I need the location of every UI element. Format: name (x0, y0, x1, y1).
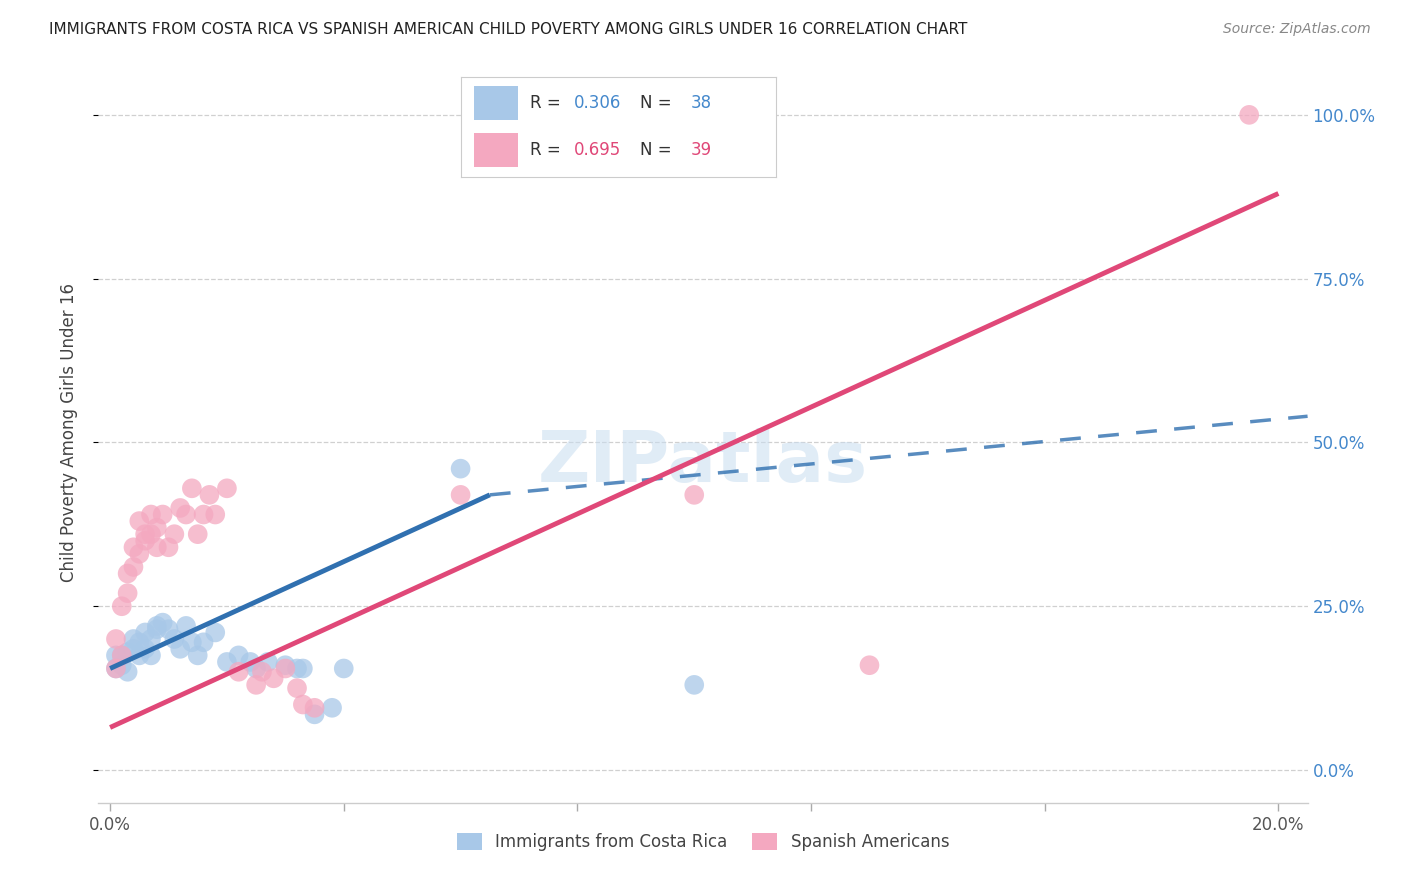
Point (180, 635, 202, 649)
Point (245, 661, 267, 675)
Point (228, 665, 250, 679)
Point (198, 488, 221, 502)
Point (187, 648, 209, 663)
Point (321, 700, 343, 714)
Point (683, 488, 706, 502)
Point (204, 508, 226, 522)
Point (122, 632, 145, 646)
Text: IMMIGRANTS FROM COSTA RICA VS SPANISH AMERICAN CHILD POVERTY AMONG GIRLS UNDER 1: IMMIGRANTS FROM COSTA RICA VS SPANISH AM… (49, 22, 967, 37)
Point (239, 655, 262, 669)
Point (228, 648, 250, 663)
Point (146, 541, 169, 555)
Point (157, 622, 180, 636)
Point (450, 461, 472, 475)
Point (174, 619, 197, 633)
Point (134, 641, 156, 656)
Point (117, 665, 139, 679)
Point (122, 560, 145, 574)
Point (291, 661, 314, 675)
Point (104, 648, 127, 663)
Point (263, 671, 285, 685)
Point (450, 488, 472, 502)
Legend: Immigrants from Costa Rica, Spanish Americans: Immigrants from Costa Rica, Spanish Amer… (450, 826, 956, 857)
Point (285, 681, 308, 695)
Point (128, 514, 150, 528)
Point (204, 625, 226, 640)
Text: Source: ZipAtlas.com: Source: ZipAtlas.com (1223, 22, 1371, 37)
Text: ZIPatlas: ZIPatlas (538, 428, 868, 497)
Point (111, 599, 134, 614)
Point (163, 632, 186, 646)
Point (117, 645, 139, 659)
Point (285, 661, 308, 675)
Y-axis label: Child Poverty Among Girls Under 16: Child Poverty Among Girls Under 16 (59, 283, 77, 582)
Point (1237, 108, 1260, 122)
Point (215, 655, 238, 669)
Point (250, 665, 273, 679)
Point (163, 527, 186, 541)
Point (117, 586, 139, 600)
Point (104, 661, 127, 675)
Point (291, 698, 314, 712)
Point (139, 508, 162, 522)
Point (104, 661, 127, 675)
Point (128, 648, 150, 663)
Point (134, 533, 156, 548)
Point (174, 508, 197, 522)
Point (332, 661, 354, 675)
Point (245, 678, 267, 692)
Point (858, 658, 880, 673)
Point (146, 619, 169, 633)
Point (122, 541, 145, 555)
Point (215, 481, 238, 495)
Point (139, 632, 162, 646)
Point (180, 481, 202, 495)
Point (128, 635, 150, 649)
Point (111, 648, 134, 663)
Point (187, 527, 209, 541)
Point (139, 648, 162, 663)
Point (169, 641, 191, 656)
Point (146, 622, 169, 636)
Point (139, 527, 162, 541)
Point (274, 658, 297, 673)
Point (146, 521, 169, 535)
Point (128, 547, 150, 561)
Point (134, 527, 156, 541)
Point (256, 655, 278, 669)
Point (117, 566, 139, 581)
Point (111, 658, 134, 673)
Point (193, 635, 215, 649)
Point (683, 678, 706, 692)
Point (304, 707, 326, 722)
Point (169, 500, 191, 515)
Point (193, 508, 215, 522)
Point (304, 700, 326, 714)
Point (274, 661, 297, 675)
Point (157, 541, 180, 555)
Point (152, 615, 174, 630)
Point (152, 508, 174, 522)
Point (122, 641, 145, 656)
Point (111, 648, 134, 663)
Point (134, 625, 156, 640)
Point (104, 632, 127, 646)
